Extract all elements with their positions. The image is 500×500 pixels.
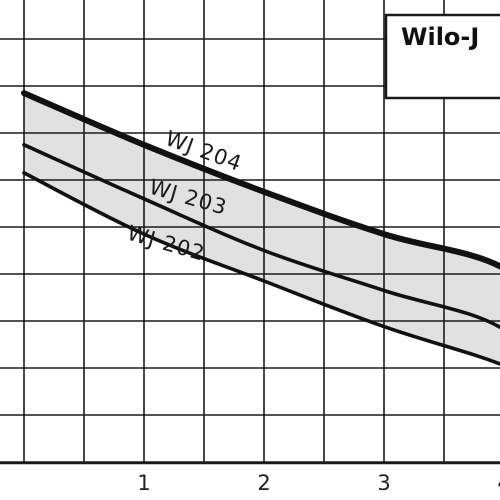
x-tick-label: 2 (257, 471, 270, 495)
operating-band (24, 93, 500, 365)
x-axis-ticks: 1 2 3 4 (137, 471, 500, 495)
shaded-band (24, 93, 500, 365)
curve-wj202 (22, 171, 500, 366)
curve-wj203 (22, 143, 500, 330)
curve-wj204 (21, 90, 500, 270)
x-tick-label: 3 (377, 471, 390, 495)
curves (21, 90, 500, 366)
title-box: Wilo-J (384, 13, 500, 100)
x-tick-label: 1 (137, 471, 150, 495)
x-tick-label: 4 (497, 471, 500, 495)
chart-title: Wilo-J (401, 23, 479, 51)
